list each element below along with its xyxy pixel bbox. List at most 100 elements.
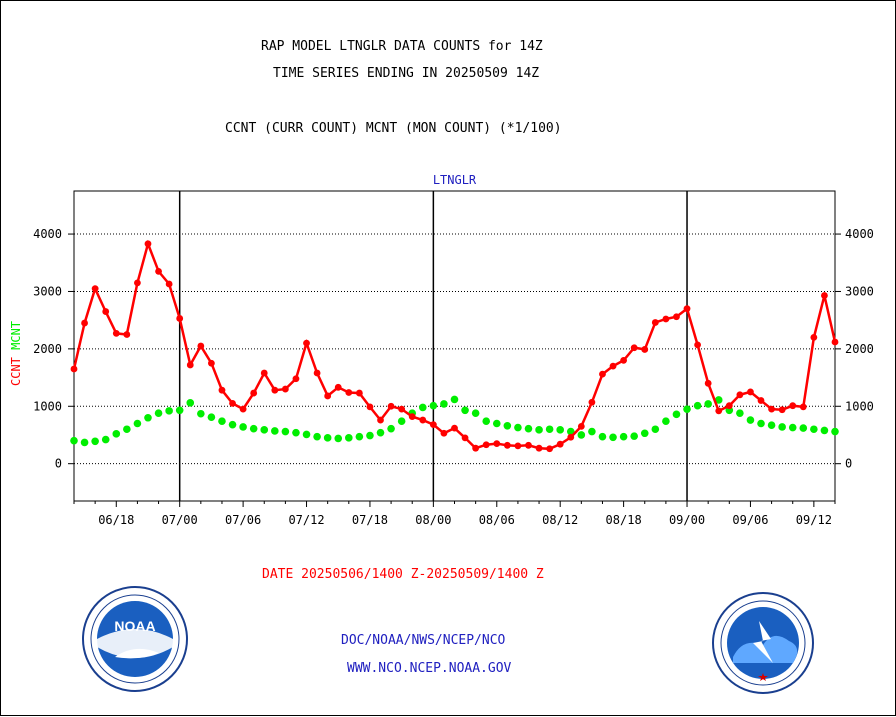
x-tick-label: 07/18: [352, 513, 388, 527]
mcnt-point: [366, 431, 374, 440]
mcnt-point: [609, 433, 617, 442]
y-tick-label-right: 1000: [845, 399, 874, 413]
plot-area: LTNGLR 0 0 1000 1000 2000 2000 3000 3000 4000 4000…: [9, 173, 874, 527]
ccnt-line: [72, 239, 837, 451]
ccnt-point: [366, 403, 374, 411]
mcnt-point: [714, 396, 723, 404]
ccnt-point: [419, 416, 427, 424]
mcnt-point: [345, 434, 353, 442]
ccnt-point: [715, 407, 723, 415]
ccnt-point: [821, 292, 828, 299]
ccnt-point: [387, 402, 395, 410]
mcnt-point: [503, 421, 512, 430]
ccnt-point: [778, 406, 786, 414]
ccnt-point: [567, 433, 575, 441]
mcnt-point: [482, 417, 491, 426]
x-tick-label: 08/06: [479, 513, 515, 527]
x-tick-label: 06/18: [98, 513, 134, 527]
noaa-logo-text: NOAA: [114, 618, 155, 634]
mcnt-point: [514, 423, 522, 432]
mcnt-point: [788, 423, 797, 432]
noaa-logo: NOAA: [82, 586, 188, 692]
mcnt-point: [545, 425, 554, 434]
ccnt-point: [461, 434, 469, 442]
mcnt-point: [810, 425, 818, 434]
ccnt-point: [810, 333, 818, 341]
mcnt-point: [429, 401, 438, 410]
y-tick-label-left: 0: [55, 457, 62, 471]
ccnt-point: [503, 441, 511, 449]
mcnt-point: [376, 428, 385, 437]
ccnt-point: [577, 422, 585, 430]
date-range-label: DATE 20250506/1400 Z-20250509/1400 Z: [262, 567, 544, 582]
mcnt-point: [207, 413, 216, 421]
mcnt-point: [672, 410, 681, 419]
footer-website-link[interactable]: WWW.NCO.NCEP.NOAA.GOV: [347, 661, 512, 676]
mcnt-point: [524, 424, 533, 433]
mcnt-point: [630, 432, 638, 440]
mcnt-point: [292, 428, 300, 437]
ccnt-point: [768, 405, 775, 413]
ccnt-point: [620, 356, 628, 364]
plot-title: LTNGLR: [433, 173, 477, 187]
chart-subtitle: CCNT (CURR COUNT) MCNT (MON COUNT) (*1/1…: [225, 121, 562, 136]
ccnt-point: [197, 342, 205, 350]
x-tick-label: 07/00: [162, 513, 198, 527]
ccnt-point: [451, 424, 458, 432]
ccnt-point: [673, 313, 680, 321]
mcnt-point: [271, 427, 279, 435]
mcnt-point: [302, 430, 311, 439]
ccnt-point: [260, 369, 268, 377]
ccnt-point: [757, 397, 765, 404]
ccnt-point: [525, 441, 532, 449]
ccnt-point: [651, 319, 659, 326]
x-tick-label: 07/06: [225, 513, 261, 527]
mcnt-point: [91, 437, 99, 446]
series-mcnt: [70, 395, 839, 447]
chart-title-line1: RAP MODEL LTNGLR DATA COUNTS for 14Z: [261, 39, 543, 54]
mcnt-point: [355, 432, 364, 441]
ccnt-point: [313, 369, 321, 377]
mcnt-point: [556, 426, 564, 434]
ccnt-point: [229, 400, 236, 407]
mcnt-point: [746, 416, 755, 424]
y-axis-label: CCNT MCNT: [9, 321, 23, 386]
mcnt-point: [397, 417, 406, 426]
ccnt-point: [482, 441, 490, 449]
mcnt-point: [492, 419, 501, 428]
ccnt-point: [144, 240, 152, 248]
mcnt-point: [566, 427, 575, 436]
ccnt-point: [599, 370, 606, 378]
mcnt-point: [831, 427, 839, 436]
ccnt-point: [694, 341, 701, 349]
ccnt-point: [408, 413, 416, 421]
ccnt-point: [535, 444, 543, 452]
ccnt-point: [704, 379, 712, 387]
mcnt-point: [683, 405, 691, 413]
mcnt-point: [588, 427, 596, 436]
ccnt-point: [176, 315, 184, 322]
ccnt-point: [281, 385, 289, 393]
mcnt-point: [757, 419, 765, 428]
mcnt-point: [778, 423, 786, 431]
ccnt-point: [165, 280, 173, 288]
ccnt-point: [440, 429, 448, 437]
mcnt-point: [450, 395, 459, 404]
mcnt-point: [133, 419, 142, 428]
nws-logo: [712, 592, 814, 694]
ccnt-point: [514, 442, 522, 450]
ccnt-point: [345, 389, 353, 396]
mcnt-point: [123, 425, 131, 434]
mcnt-point: [799, 424, 808, 432]
ccnt-point: [556, 440, 564, 448]
y-axis-label-mcnt: MCNT: [9, 321, 23, 350]
y-tick-label-left: 2000: [33, 342, 62, 356]
ccnt-point: [747, 388, 754, 396]
mcnt-point: [619, 432, 628, 441]
ccnt-point: [81, 319, 88, 327]
mcnt-point: [186, 399, 195, 407]
ccnt-point: [91, 285, 99, 292]
mcnt-point: [80, 438, 89, 447]
